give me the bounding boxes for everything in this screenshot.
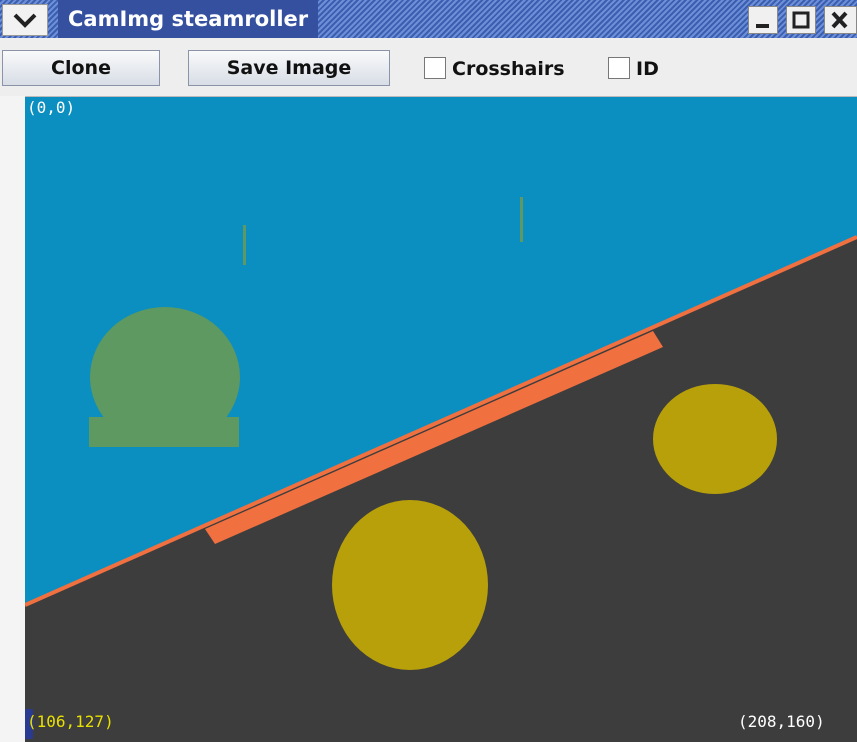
checkbox-label: Crosshairs [452,58,565,80]
window-menu-button[interactable] [2,4,48,36]
toolbar: Clone Save Image Crosshairs ID [0,38,857,97]
size-label: (208,160) [738,712,825,731]
clone-button[interactable]: Clone [2,50,160,86]
id-checkbox[interactable]: ID [608,56,659,82]
camera-image [25,97,857,742]
cursor-label: (106,127) [27,712,114,731]
left-border [0,96,26,742]
crosshairs-checkbox[interactable]: Crosshairs [424,56,565,82]
origin-label: (0,0) [27,98,76,117]
window-title: CamImg steamroller [58,0,319,38]
checkbox-label: ID [636,58,659,80]
save-image-button[interactable]: Save Image [188,50,390,86]
maximize-button[interactable] [786,6,816,34]
title-bar: CamImg steamroller [0,0,857,38]
chevron-icon [13,13,37,28]
close-button[interactable] [824,6,857,34]
minimize-button[interactable] [748,6,778,34]
